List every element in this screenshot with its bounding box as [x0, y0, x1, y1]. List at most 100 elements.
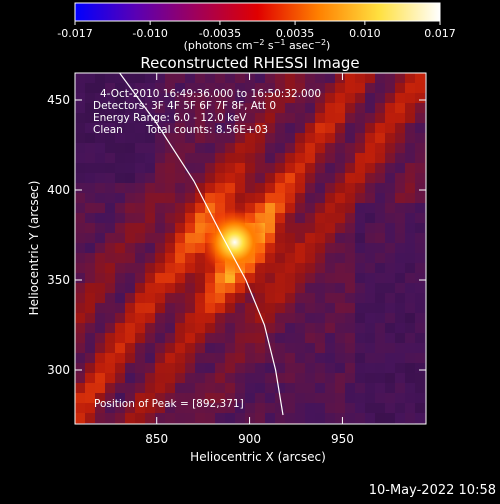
heatmap-cell	[365, 193, 375, 203]
heatmap-cell	[95, 143, 105, 153]
heatmap-cell	[295, 323, 305, 333]
heatmap-cell	[265, 163, 275, 173]
heatmap-cell	[195, 263, 205, 273]
heatmap-cell	[105, 83, 115, 93]
heatmap-cell	[385, 73, 395, 83]
heatmap-cell	[205, 93, 215, 103]
heatmap-cell	[315, 173, 325, 183]
heatmap-cell	[335, 133, 345, 143]
heatmap-cell	[265, 403, 275, 413]
heatmap-cell	[255, 133, 265, 143]
y-tick-label: 400	[47, 183, 70, 197]
heatmap-cell	[95, 243, 105, 253]
heatmap-cell	[365, 103, 375, 113]
heatmap-cell	[195, 313, 205, 323]
heatmap-cell	[405, 323, 415, 333]
heatmap-cell	[185, 83, 195, 93]
heatmap-cell	[335, 213, 345, 223]
heatmap-cell	[245, 173, 255, 183]
y-axis-label: Heliocentric Y (arcsec)	[27, 181, 41, 316]
heatmap-cell	[255, 363, 265, 373]
heatmap-cell	[185, 313, 195, 323]
heatmap-cell	[95, 103, 105, 113]
heatmap-cell	[215, 73, 225, 83]
heatmap-cell	[115, 163, 125, 173]
heatmap-cell	[145, 363, 155, 373]
heatmap-cell	[295, 393, 305, 403]
heatmap-cell	[325, 143, 335, 153]
heatmap-cell	[185, 163, 195, 173]
heatmap-cell	[415, 223, 425, 233]
heatmap-cell	[75, 153, 85, 163]
heatmap-cell	[175, 203, 185, 213]
heatmap-cell	[365, 343, 375, 353]
heatmap-cell	[325, 213, 335, 223]
heatmap-cell	[305, 413, 315, 423]
heatmap-cell	[375, 413, 385, 423]
heatmap-cell	[215, 283, 225, 293]
heatmap-cell	[95, 383, 105, 393]
heatmap-cell	[405, 333, 415, 343]
heatmap-cell	[135, 413, 145, 423]
heatmap-cell	[375, 313, 385, 323]
heatmap-cell	[285, 273, 295, 283]
heatmap-cell	[75, 223, 85, 233]
heatmap-cell	[215, 333, 225, 343]
heatmap-cell	[215, 113, 225, 123]
heatmap-cell	[395, 333, 405, 343]
heatmap-cell	[125, 223, 135, 233]
heatmap-cell	[165, 273, 175, 283]
heatmap-cell	[125, 153, 135, 163]
heatmap-cell	[185, 183, 195, 193]
heatmap-cell	[135, 133, 145, 143]
heatmap-cell	[225, 93, 235, 103]
heatmap-cell	[235, 113, 245, 123]
heatmap-cell	[375, 253, 385, 263]
heatmap-cell	[215, 323, 225, 333]
heatmap-cell	[285, 323, 295, 333]
heatmap-cell	[265, 233, 275, 243]
heatmap-cell	[345, 193, 355, 203]
heatmap-cell	[225, 123, 235, 133]
heatmap-cell	[135, 403, 145, 413]
heatmap-cell	[285, 373, 295, 383]
heatmap-cell	[325, 133, 335, 143]
heatmap-cell	[225, 333, 235, 343]
heatmap-cell	[235, 93, 245, 103]
heatmap-cell	[395, 183, 405, 193]
heatmap-cell	[175, 273, 185, 283]
heatmap-cell	[385, 93, 395, 103]
heatmap-cell	[105, 323, 115, 333]
heatmap-cell	[285, 193, 295, 203]
heatmap-cell	[155, 173, 165, 183]
heatmap-cell	[315, 193, 325, 203]
heatmap-cell	[295, 413, 305, 423]
heatmap-cell	[235, 373, 245, 383]
heatmap-cell	[115, 353, 125, 363]
heatmap-cell	[165, 123, 175, 133]
heatmap-cell	[335, 93, 345, 103]
heatmap-cell	[105, 333, 115, 343]
heatmap-cell	[395, 93, 405, 103]
heatmap-cell	[105, 373, 115, 383]
heatmap-cell	[225, 193, 235, 203]
heatmap-cell	[345, 273, 355, 283]
heatmap-cell	[315, 163, 325, 173]
heatmap-cell	[375, 143, 385, 153]
heatmap-cell	[215, 163, 225, 173]
heatmap-cell	[335, 393, 345, 403]
heatmap-cell	[265, 213, 275, 223]
heatmap-cell	[305, 393, 315, 403]
heatmap-cell	[135, 233, 145, 243]
heatmap-cell	[205, 383, 215, 393]
heatmap-cell	[355, 163, 365, 173]
heatmap-cell	[385, 193, 395, 203]
heatmap-cell	[225, 133, 235, 143]
heatmap-cell	[105, 213, 115, 223]
heatmap-cell	[145, 133, 155, 143]
heatmap-cell	[145, 153, 155, 163]
heatmap-cell	[385, 343, 395, 353]
heatmap-cell	[135, 163, 145, 173]
heatmap-cell	[255, 393, 265, 403]
